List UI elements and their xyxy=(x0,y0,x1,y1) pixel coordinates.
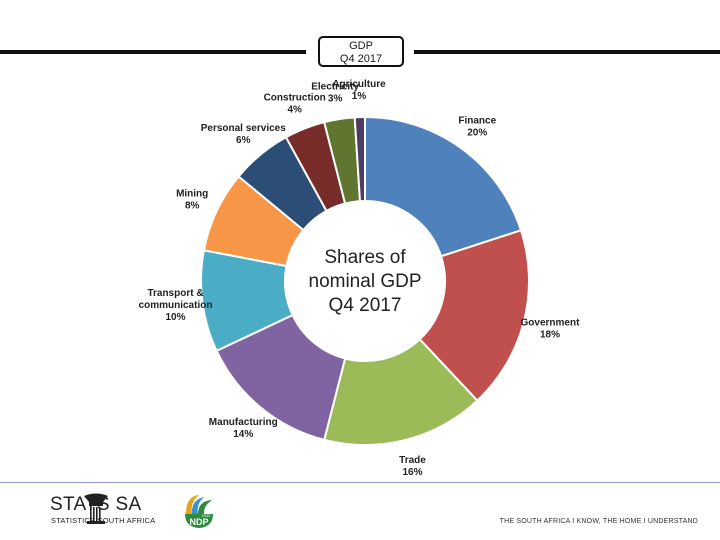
donut-chart: Finance 20% Government 18% Trade 16% Manufactu… xyxy=(139,79,581,478)
slice-government xyxy=(418,229,530,402)
badge-line-1: GDP xyxy=(349,40,373,52)
label-finance: Finance 20% xyxy=(458,115,496,138)
label-text: Finance xyxy=(458,115,496,126)
label-value: 4% xyxy=(287,104,302,115)
stats-sa-logo-subtitle: STATISTICS SOUTH AFRICA xyxy=(51,516,156,525)
label-personal-services: Personal services 6% xyxy=(201,123,286,146)
label-value: 10% xyxy=(165,312,185,323)
label-government: Government 18% xyxy=(521,317,581,340)
label-text: Electricity xyxy=(311,81,359,92)
label-value: 1% xyxy=(352,91,367,102)
header-rule-left xyxy=(0,50,306,54)
label-text: communication xyxy=(139,300,213,311)
label-value: 18% xyxy=(540,329,560,340)
label-agriculture: Agriculture 1% xyxy=(332,79,386,102)
label-construction: Construction 4% xyxy=(264,92,326,115)
label-text: Agriculture xyxy=(332,79,386,90)
badge-line-2: Q4 2017 xyxy=(339,53,383,65)
header-rule-right xyxy=(414,50,720,54)
label-value: 16% xyxy=(402,467,422,478)
label-text: Government xyxy=(521,317,581,328)
stats-sa-logo-name: STATS SA xyxy=(50,494,142,515)
center-text-line-1: Shares of xyxy=(324,247,406,268)
slice-finance xyxy=(364,115,523,258)
slice-agriculture xyxy=(353,115,366,203)
label-value: 20% xyxy=(467,127,487,138)
label-text: Personal services xyxy=(201,123,286,134)
label-text: Construction xyxy=(264,92,326,103)
footer-tagline: THE SOUTH AFRICA I KNOW, THE HOME I UNDE… xyxy=(499,518,698,525)
header-badge: GDP Q4 2017 xyxy=(318,36,404,67)
footer-rule xyxy=(0,482,720,483)
label-value: 6% xyxy=(236,135,251,146)
label-manufacturing: Manufacturing 14% xyxy=(209,417,278,440)
label-value: 14% xyxy=(233,429,253,440)
donut-slices xyxy=(200,115,530,446)
slice-labels: Finance 20% Government 18% Trade 16% Manufactu… xyxy=(139,79,581,478)
center-text-line-3: Q4 2017 xyxy=(329,295,402,316)
label-mining: Mining 8% xyxy=(176,189,208,212)
ndp-2030-logo-icon: NDP 2030 xyxy=(185,495,213,528)
ndp-year: 2030 xyxy=(202,513,212,518)
ndp-text: NDP xyxy=(189,517,208,527)
center-text-line-2: nominal GDP xyxy=(309,271,422,292)
stats-sa-logo-icon xyxy=(84,493,108,524)
label-text: Mining xyxy=(176,189,208,200)
label-transport-communication: Transport & communication 10% xyxy=(139,288,213,323)
label-value: 8% xyxy=(185,201,200,212)
label-text: Trade xyxy=(399,455,426,466)
label-electricity: Electricity 3% xyxy=(311,81,359,104)
label-text: Transport & xyxy=(147,288,203,299)
donut-center-text: Shares of nominal GDP Q4 2017 xyxy=(309,247,422,316)
label-value: 3% xyxy=(328,93,343,104)
slice-trade xyxy=(322,337,479,446)
label-text: Manufacturing xyxy=(209,417,278,428)
label-trade: Trade 16% xyxy=(399,455,426,478)
